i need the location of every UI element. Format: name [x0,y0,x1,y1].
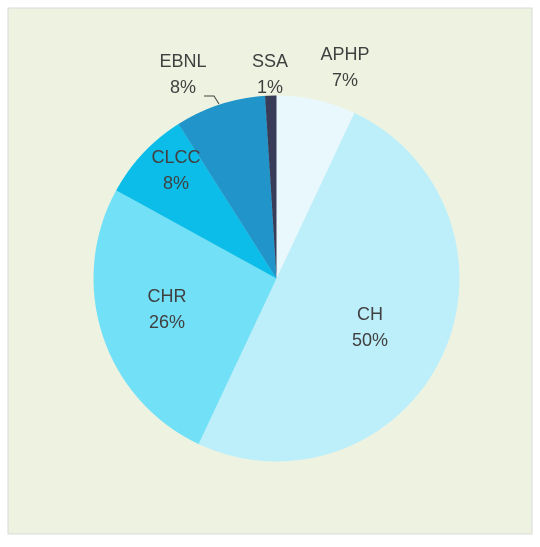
slice-label: CH [357,304,383,324]
slice-label: SSA [252,51,288,71]
slice-value-label: 8% [170,77,196,97]
pie-slice [178,95,277,279]
pie-slice [265,95,277,279]
pie-slice [198,112,460,462]
slice-value-label: 26% [149,312,185,332]
pie-slice [276,95,355,279]
slice-value-label: 8% [163,173,189,193]
leader-line [204,95,220,105]
pie-slice [93,190,277,445]
slice-label: CHR [148,286,187,306]
slice-label: APHP [320,44,369,64]
slice-label: EBNL [159,51,206,71]
slice-value-label: 50% [352,330,388,350]
slice-value-label: 7% [332,70,358,90]
slice-value-label: 1% [257,77,283,97]
pie-slice [116,123,277,279]
slice-label: CLCC [151,147,200,167]
